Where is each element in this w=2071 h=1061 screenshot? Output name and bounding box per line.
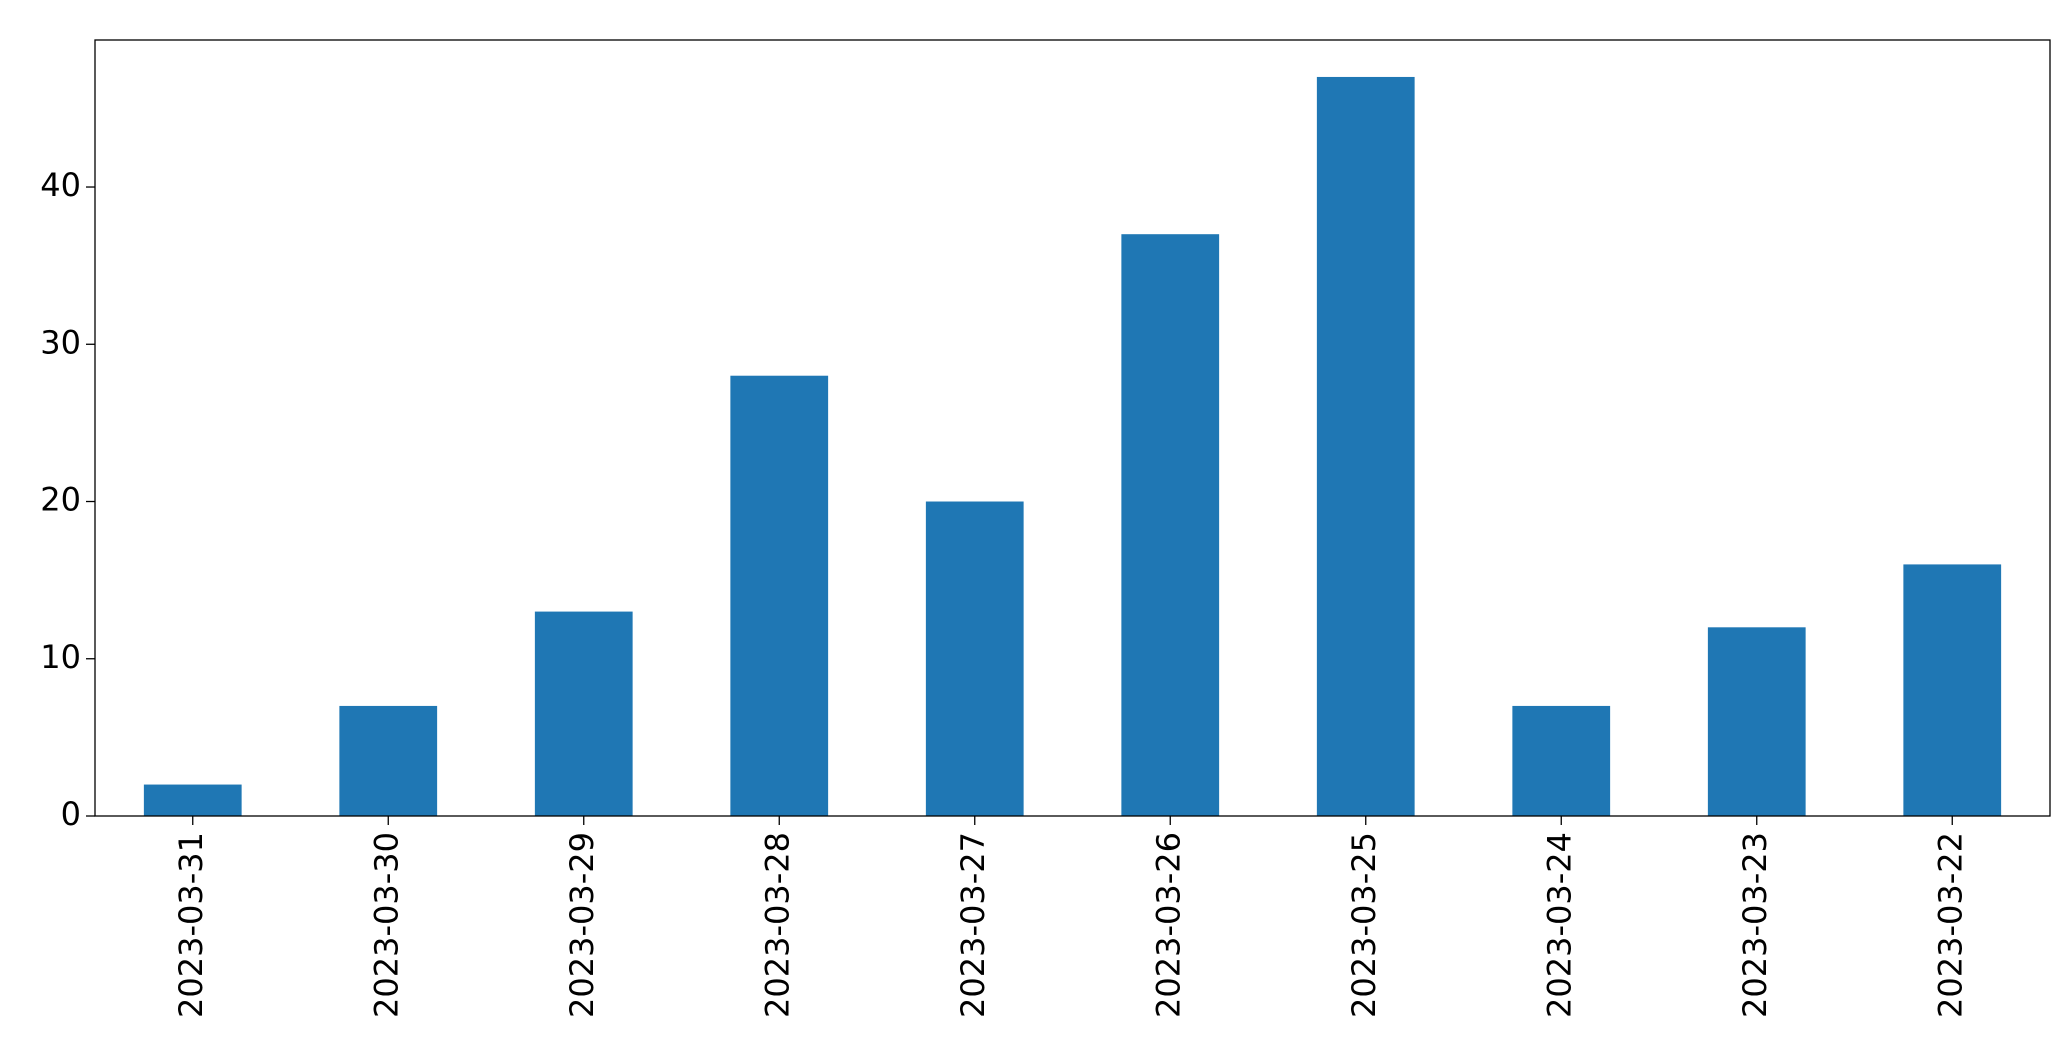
x-tick-label: 2023-03-31 xyxy=(172,832,210,1018)
x-tick-label: 2023-03-23 xyxy=(1736,832,1774,1018)
y-tick-label: 20 xyxy=(40,481,81,519)
x-tick-label: 2023-03-27 xyxy=(954,832,992,1018)
y-tick-label: 30 xyxy=(40,323,81,361)
bar xyxy=(1512,705,1611,816)
x-tick-label: 2023-03-30 xyxy=(367,832,405,1018)
bar xyxy=(534,611,633,816)
bar xyxy=(925,501,1024,816)
bar xyxy=(730,375,829,816)
x-tick-label: 2023-03-26 xyxy=(1149,832,1187,1018)
bar xyxy=(1903,564,2002,816)
x-tick-label: 2023-03-25 xyxy=(1345,832,1383,1018)
bar xyxy=(1707,627,1806,816)
bar xyxy=(143,784,242,816)
x-tick-label: 2023-03-28 xyxy=(758,832,796,1018)
x-tick-label: 2023-03-29 xyxy=(563,832,601,1018)
x-tick-label: 2023-03-24 xyxy=(1540,832,1578,1018)
bar xyxy=(1121,234,1220,817)
bar xyxy=(339,705,438,816)
y-tick-label: 40 xyxy=(40,166,81,204)
plot-area: 0 10 20 30 40 2023-03-31 2023-03-30 2023-03-29 2… xyxy=(40,76,2002,1018)
axes-frame xyxy=(94,39,2051,817)
x-tick-label: 2023-03-22 xyxy=(1931,832,1969,1018)
y-tick-label: 0 xyxy=(61,795,81,833)
y-tick-label: 10 xyxy=(40,638,81,676)
bar xyxy=(1316,76,1415,816)
